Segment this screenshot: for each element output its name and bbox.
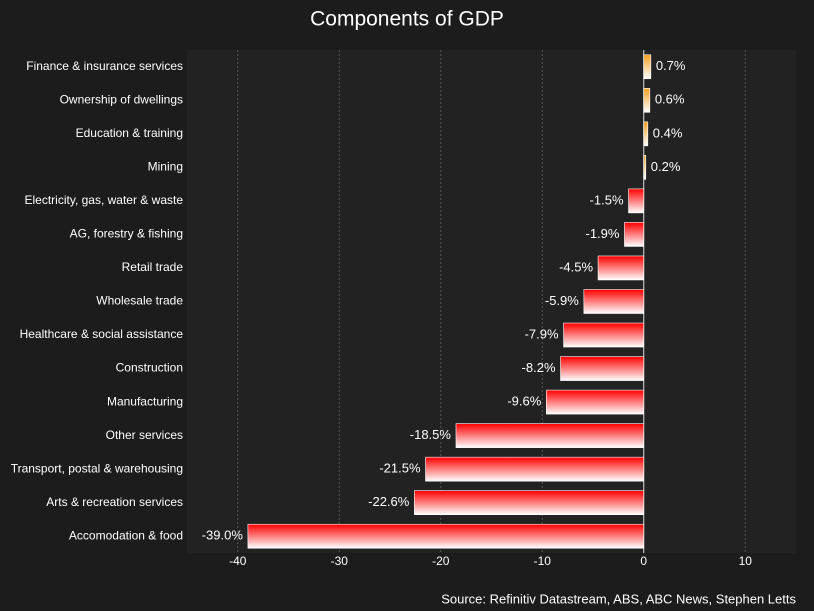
source: Source: Refinitiv Datastream, ABS, ABC N… [441,591,796,606]
bar [597,255,645,281]
bar [643,121,649,147]
value-label: -1.5% [590,192,624,207]
value-label: -21.5% [379,461,421,476]
y-tick-label: Construction [116,361,183,375]
bar [583,289,645,314]
chart-title: Components of GDP [310,8,504,31]
y-tick-label: Wholesale trade [96,294,183,308]
y-tick-label: Transport, postal & warehousing [11,461,183,475]
value-label: 0.2% [651,159,681,174]
bar [560,356,645,381]
y-tick-label: Ownership of dwellings [60,92,183,106]
bar [247,523,645,549]
bar [643,88,651,113]
value-label: -8.2% [522,360,556,375]
y-tick-label: Finance & insurance services [26,59,183,73]
bar [425,456,645,482]
bar [455,423,645,448]
y-tick-label: Retail trade [122,260,184,274]
x-tick-label: 0 [640,554,647,568]
value-label: -4.5% [559,259,593,274]
value-label: 0.4% [653,125,683,140]
y-tick-label: Arts & recreation services [46,495,183,509]
bar [643,155,647,180]
y-tick-label: Mining [148,160,183,174]
x-tick-label: -40 [229,554,247,568]
bar [546,389,645,415]
value-label: -39.0% [202,528,244,543]
y-tick-label: AG, forestry & fishing [70,227,183,241]
value-label: -22.6% [368,494,410,509]
y-tick-label: Other services [106,428,183,442]
x-tick-label: -30 [331,554,349,568]
bar [414,490,645,516]
y-tick-label: Education & training [76,126,183,140]
bar [563,322,645,348]
bar [628,188,645,214]
bar [624,222,645,247]
x-tick-label: -20 [432,554,450,568]
y-tick-label: Electricity, gas, water & waste [25,193,184,207]
value-label: -9.6% [507,394,541,409]
value-label: 0.7% [656,58,686,73]
x-tick-label: -10 [534,554,552,568]
bar [643,54,652,80]
value-label: -5.9% [545,293,579,308]
value-label: -7.9% [525,326,559,341]
value-label: -1.9% [585,226,619,241]
y-tick-label: Accomodation & food [69,528,183,542]
y-tick-label: Manufacturing [107,394,183,408]
value-label: 0.6% [655,92,685,107]
x-tick-label: 10 [739,554,753,568]
y-tick-label: Healthcare & social assistance [20,327,184,341]
value-label: -18.5% [410,427,452,442]
